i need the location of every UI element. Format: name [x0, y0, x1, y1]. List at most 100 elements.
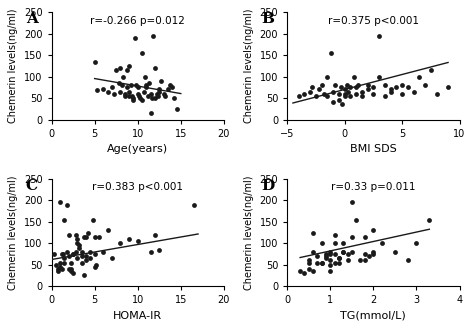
Point: [348, 249, 356, 254]
Point: [318, 83, 326, 88]
Point: [151, 65, 159, 71]
Point: [344, 89, 352, 94]
Point: [58, 266, 66, 271]
Point: [338, 102, 346, 107]
Point: [108, 85, 116, 90]
Point: [339, 249, 347, 254]
Point: [358, 93, 365, 99]
Point: [119, 74, 127, 79]
Point: [115, 80, 123, 86]
Point: [314, 253, 321, 259]
Point: [301, 91, 308, 96]
Point: [121, 91, 128, 96]
Point: [58, 251, 66, 257]
Point: [352, 85, 360, 90]
Point: [61, 256, 68, 261]
Point: [134, 91, 142, 96]
Point: [352, 91, 360, 96]
Point: [137, 95, 144, 101]
Point: [312, 93, 319, 99]
Point: [375, 74, 383, 79]
Point: [404, 258, 411, 263]
Point: [361, 234, 369, 240]
Point: [339, 249, 347, 254]
Y-axis label: Chemerin levels(ng/ml): Chemerin levels(ng/ml): [9, 175, 18, 290]
Point: [160, 91, 167, 96]
Point: [327, 249, 334, 254]
Point: [143, 85, 150, 90]
Point: [73, 236, 81, 241]
Point: [95, 234, 103, 240]
Point: [140, 89, 147, 94]
Point: [162, 93, 169, 99]
Point: [190, 202, 198, 207]
X-axis label: BMI SDS: BMI SDS: [350, 144, 397, 154]
Point: [335, 260, 343, 265]
Point: [381, 93, 389, 99]
Point: [331, 240, 338, 246]
Point: [370, 91, 377, 96]
Point: [69, 251, 77, 257]
Point: [444, 85, 452, 90]
Point: [104, 228, 111, 233]
Point: [145, 80, 153, 86]
Point: [91, 251, 99, 257]
Point: [73, 256, 81, 261]
Point: [68, 260, 75, 265]
Point: [327, 251, 334, 257]
Point: [155, 89, 163, 94]
Point: [331, 260, 338, 265]
Point: [305, 258, 312, 263]
Point: [327, 262, 334, 267]
Point: [63, 249, 71, 254]
Point: [322, 251, 330, 257]
Point: [73, 240, 81, 246]
Point: [56, 264, 64, 269]
Point: [324, 74, 331, 79]
Point: [149, 33, 157, 38]
Point: [78, 249, 85, 254]
Point: [391, 249, 399, 254]
Point: [361, 258, 369, 263]
Point: [155, 247, 163, 252]
Point: [355, 83, 362, 88]
Point: [63, 202, 71, 207]
Point: [320, 91, 328, 96]
Point: [327, 268, 334, 274]
Point: [392, 85, 400, 90]
Point: [134, 239, 142, 244]
Point: [327, 50, 335, 56]
Text: A: A: [26, 12, 37, 26]
Text: C: C: [26, 179, 38, 193]
Point: [72, 249, 80, 254]
Point: [309, 230, 317, 235]
Point: [426, 217, 433, 222]
Point: [404, 85, 411, 90]
Point: [157, 78, 165, 84]
Point: [65, 253, 73, 259]
Point: [387, 89, 394, 94]
Text: B: B: [261, 12, 274, 26]
Point: [335, 256, 343, 261]
Point: [370, 249, 377, 254]
Point: [335, 256, 343, 261]
Point: [78, 260, 85, 265]
Point: [129, 95, 137, 101]
Point: [123, 67, 130, 73]
Point: [318, 260, 326, 265]
Point: [413, 240, 420, 246]
Point: [56, 260, 64, 265]
Point: [108, 256, 116, 261]
Point: [346, 85, 354, 90]
Point: [93, 88, 101, 93]
Point: [84, 230, 91, 235]
Point: [331, 251, 338, 257]
Point: [322, 253, 330, 259]
Point: [61, 260, 68, 265]
Point: [381, 83, 389, 88]
Point: [75, 243, 83, 248]
Point: [141, 74, 148, 79]
Point: [339, 240, 347, 246]
X-axis label: HOMA-IR: HOMA-IR: [113, 311, 162, 321]
Point: [421, 83, 429, 88]
